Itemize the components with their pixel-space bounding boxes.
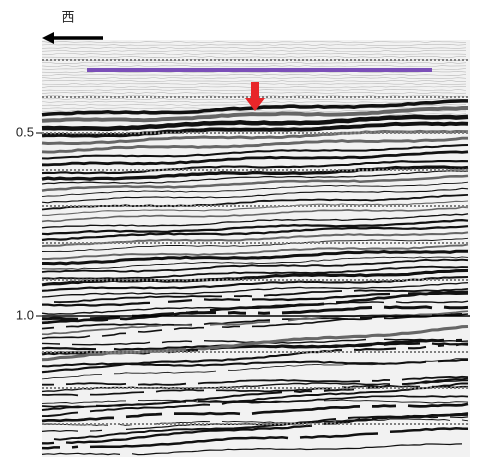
reflector (41, 121, 469, 138)
reflector (41, 174, 469, 192)
reflector (41, 181, 469, 198)
reflector (41, 114, 469, 132)
reflector (41, 213, 469, 229)
reflector (41, 282, 469, 298)
reflector (41, 206, 469, 223)
reflector (41, 268, 469, 287)
reflector (41, 237, 469, 253)
reflector (41, 194, 469, 211)
reflector (41, 413, 469, 445)
reflector (41, 187, 469, 204)
time-lines (36, 58, 470, 426)
reflector (41, 275, 469, 292)
reflector (41, 160, 469, 175)
reflector (42, 55, 467, 59)
reflector (41, 313, 463, 330)
reflector (41, 358, 468, 380)
reflector (41, 165, 469, 181)
reflector (53, 288, 469, 304)
reflector (41, 290, 469, 325)
reflector (41, 243, 469, 260)
red-arrow (245, 82, 265, 111)
reflector (41, 443, 463, 456)
direction-label: 西 (61, 9, 74, 24)
reflector (41, 218, 469, 236)
reflector (41, 46, 467, 50)
reflector (41, 342, 469, 374)
reflector (41, 106, 468, 123)
reflector (41, 231, 469, 248)
reflector (42, 375, 469, 386)
reflector (41, 73, 467, 77)
reflector (41, 129, 469, 145)
reflector (41, 170, 468, 185)
direction-arrowhead (42, 32, 54, 44)
reflector (41, 200, 469, 216)
reflector (41, 136, 468, 154)
reflector (41, 61, 467, 65)
reflector (41, 385, 468, 397)
reflector (41, 256, 469, 270)
reflector (41, 64, 467, 68)
reflector (41, 79, 467, 83)
reflector (41, 150, 469, 167)
reflector (41, 225, 469, 242)
reflector (41, 43, 467, 47)
reflector (41, 49, 467, 53)
reflector (42, 249, 468, 266)
y-tick-label: 1.0 (16, 307, 34, 322)
reflector (41, 144, 469, 160)
reflector (42, 292, 469, 307)
reflector (41, 310, 469, 336)
reflector (41, 358, 469, 368)
reflector (41, 265, 469, 280)
reflector (41, 76, 467, 80)
reflector (41, 258, 469, 273)
reflector (41, 399, 469, 404)
reflector (41, 377, 469, 411)
reflector (41, 300, 469, 315)
reflector (41, 338, 469, 346)
reflector (41, 40, 467, 44)
y-tick-label: 0.5 (16, 124, 34, 139)
reflector (41, 402, 469, 423)
reflector (41, 52, 467, 56)
reflector (41, 426, 469, 450)
